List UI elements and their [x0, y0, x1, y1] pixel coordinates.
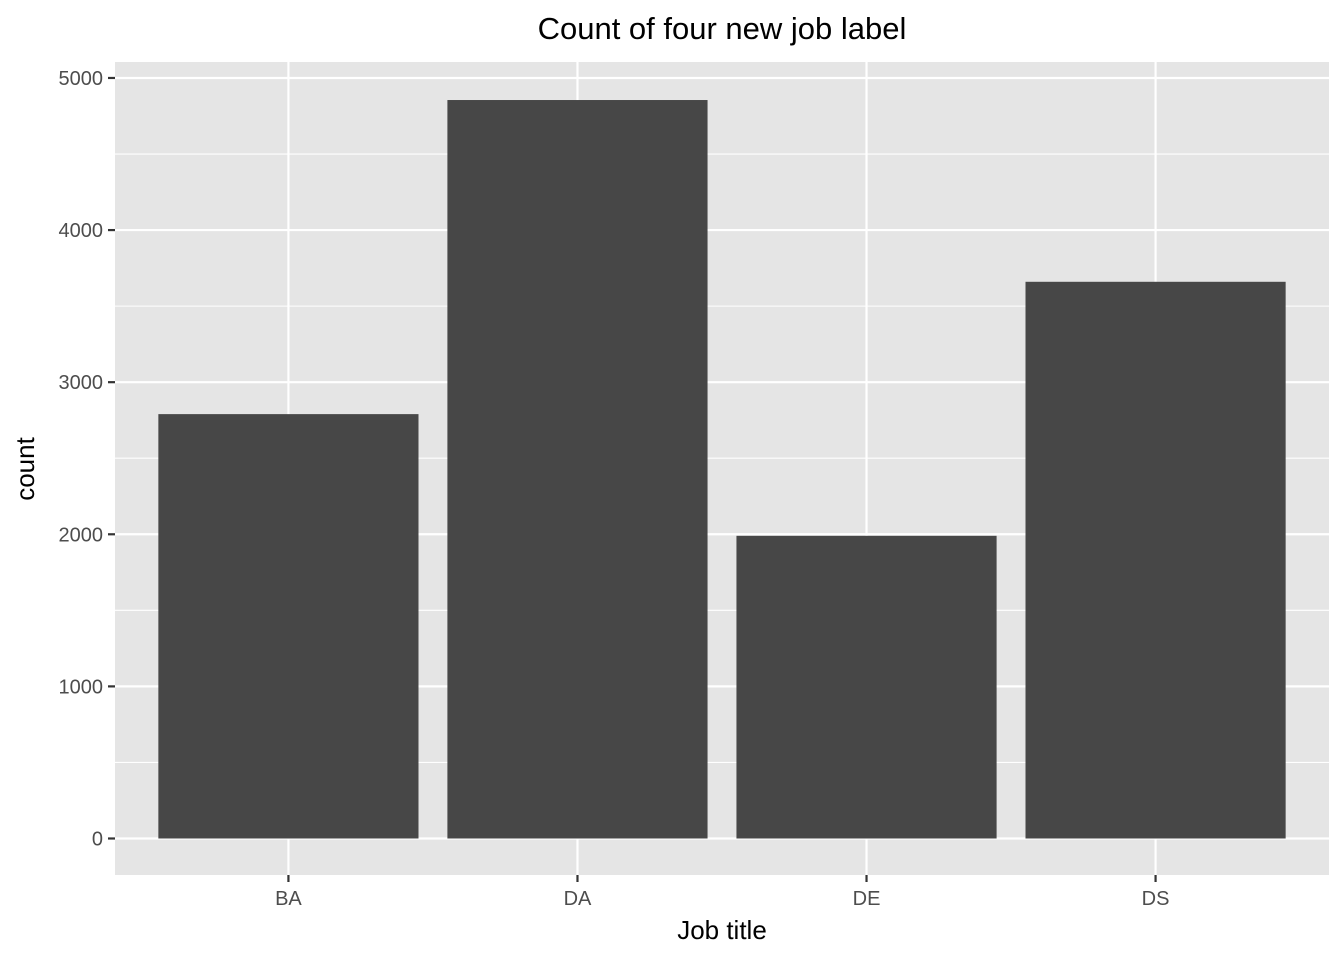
bar-de	[736, 535, 997, 839]
y-tick-label: 5000	[59, 68, 104, 90]
x-tick-label: BA	[275, 888, 302, 910]
y-tick-label: 0	[92, 828, 103, 850]
bar-ds	[1025, 281, 1286, 839]
y-tick-label: 4000	[59, 220, 104, 242]
x-axis-title: Job title	[677, 915, 767, 945]
chart-title: Count of four new job label	[538, 11, 907, 46]
bars	[158, 100, 1286, 839]
y-axis-ticks: 0 1000 2000 3000 4000 5000	[59, 68, 115, 850]
y-tick-label: 2000	[59, 524, 104, 546]
x-tick-label: DS	[1142, 888, 1170, 910]
bar-ba	[158, 414, 419, 839]
bar-da	[447, 100, 708, 839]
x-tick-label: DE	[853, 888, 881, 910]
y-tick-label: 1000	[59, 676, 104, 698]
x-axis-ticks: BA DA DE DS	[275, 875, 1169, 910]
y-axis-title: count	[10, 436, 40, 500]
y-tick-label: 3000	[59, 372, 104, 394]
x-tick-label: DA	[564, 888, 592, 910]
